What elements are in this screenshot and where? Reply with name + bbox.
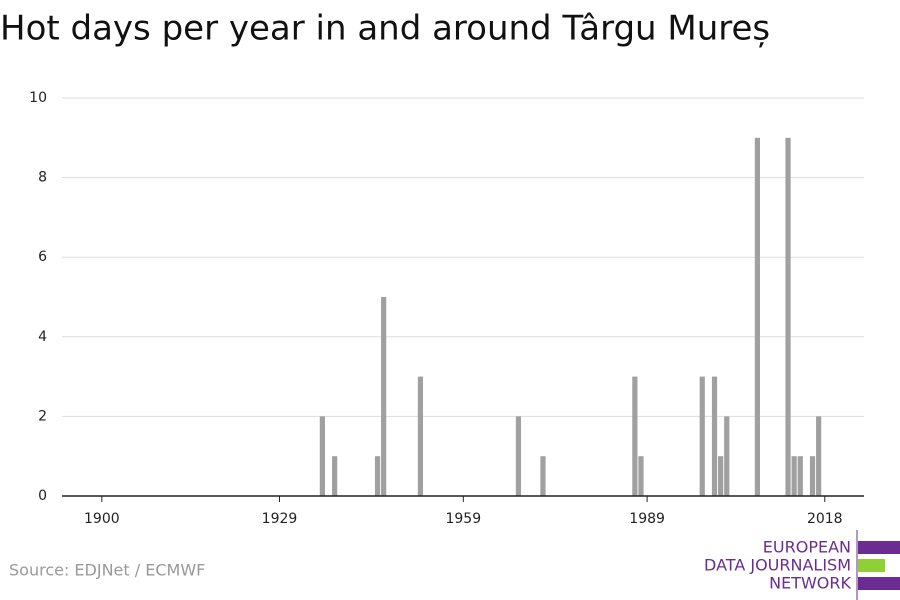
y-tick-label: 6 [38, 249, 47, 265]
logo-bar [858, 541, 900, 554]
bar [699, 376, 705, 496]
logo-text: DATA JOURNALISM [704, 556, 851, 575]
bar [797, 456, 803, 496]
logo-bar [858, 559, 885, 572]
bar [515, 416, 522, 496]
bar [632, 376, 638, 496]
x-tick-label: 1900 [84, 511, 120, 527]
chart-title: Hot days per year in and around Târgu Mu… [0, 9, 770, 49]
bar [319, 416, 325, 496]
source: Source: EDJNet / ECMWF [9, 561, 205, 580]
y-tick-label: 0 [38, 488, 47, 504]
logo-bar [858, 577, 900, 590]
y-tick-label: 10 [29, 90, 47, 106]
bar [381, 297, 387, 496]
bar [724, 416, 730, 496]
bar [816, 416, 822, 496]
bar [711, 376, 718, 496]
x-tick-label: 1929 [262, 511, 298, 527]
bar [540, 456, 546, 496]
y-tick-label: 8 [38, 170, 47, 186]
x-tick-label: 2018 [807, 511, 843, 527]
bar [791, 456, 797, 496]
bar [754, 137, 760, 497]
bar [638, 456, 644, 496]
logo-text: EUROPEAN [763, 538, 851, 557]
bar [332, 456, 338, 496]
y-tick-label: 4 [38, 329, 47, 345]
bar [718, 456, 724, 496]
x-tick-label: 1959 [445, 511, 481, 527]
logo-text: NETWORK [769, 574, 851, 593]
y-tick-label: 2 [38, 408, 47, 424]
bar [417, 376, 424, 496]
bar [809, 456, 816, 496]
x-tick-label: 1989 [629, 511, 665, 527]
bar [785, 137, 791, 497]
bar [374, 456, 381, 496]
